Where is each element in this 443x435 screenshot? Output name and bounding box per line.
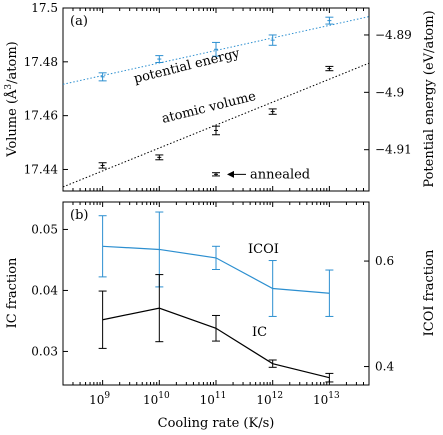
annealed-label: annealed <box>250 167 310 182</box>
x-tick-label: 1013 <box>313 391 340 407</box>
panel-a-left-y-tick-label: 17.44 <box>24 162 59 176</box>
panel-b: 109 1010 1011 1012 1013 0.03 0.04 0.05 0.4 0.6 ICO… <box>5 201 437 431</box>
x-tick-label: 1010 <box>143 391 170 407</box>
panel-a-left-axis-label: Volume (Å3/atom) <box>4 41 20 158</box>
atomic-volume-fit-line <box>62 62 370 188</box>
x-tick-label: 109 <box>89 391 110 407</box>
x-axis-label: Cooling rate (K/s) <box>158 416 275 431</box>
panel-a-right-y-tick-label: −4.89 <box>375 28 412 42</box>
panel-b-right-y-tick-label: 0.6 <box>375 254 394 268</box>
panel-b-plot-area: 109 1010 1011 1012 1013 0.03 0.04 0.05 0.4 0.6 ICO… <box>31 202 394 407</box>
panel-a-left-y-tick-label: 17.5 <box>31 1 58 15</box>
icoi-label: ICOI <box>248 242 279 257</box>
panel-b-right-y-tick-label: 0.4 <box>375 360 394 374</box>
panel-b-label: (b) <box>70 208 88 223</box>
panel-b-left-y-tick-label: 0.03 <box>31 344 58 358</box>
x-tick-label: 1011 <box>200 391 227 407</box>
panel-a-plot-area: 17.44 17.46 17.48 17.5 −4.91 −4.9 −4.89 anneale… <box>24 1 412 191</box>
panel-a-right-y-tick-label: −4.9 <box>375 85 404 99</box>
panel-a-left-y-tick-label: 17.48 <box>24 55 58 69</box>
panel-a: 17.44 17.46 17.48 17.5 −4.91 −4.9 −4.89 anneale… <box>4 1 437 192</box>
panel-b-frame <box>62 201 370 386</box>
panel-b-left-y-tick-label: 0.04 <box>31 283 58 297</box>
panel-b-left-y-tick-label: 0.05 <box>31 222 58 236</box>
atomic-volume-label: atomic volume <box>160 89 257 127</box>
panel-a-left-y-tick-label: 17.46 <box>24 109 58 123</box>
ic-label: IC <box>252 325 267 340</box>
panel-b-right-axis-label: ICOI fraction <box>422 249 437 336</box>
annealed-arrow-head <box>227 170 234 178</box>
panel-a-right-y-tick-label: −4.91 <box>375 143 412 157</box>
panel-b-left-axis-label: IC fraction <box>5 257 20 328</box>
panel-a-label: (a) <box>70 14 88 29</box>
potential-energy-label: potential energy <box>132 46 242 87</box>
x-tick-label: 1012 <box>256 391 283 407</box>
panel-a-right-axis-label: Potential energy (eV/atom) <box>422 10 437 187</box>
